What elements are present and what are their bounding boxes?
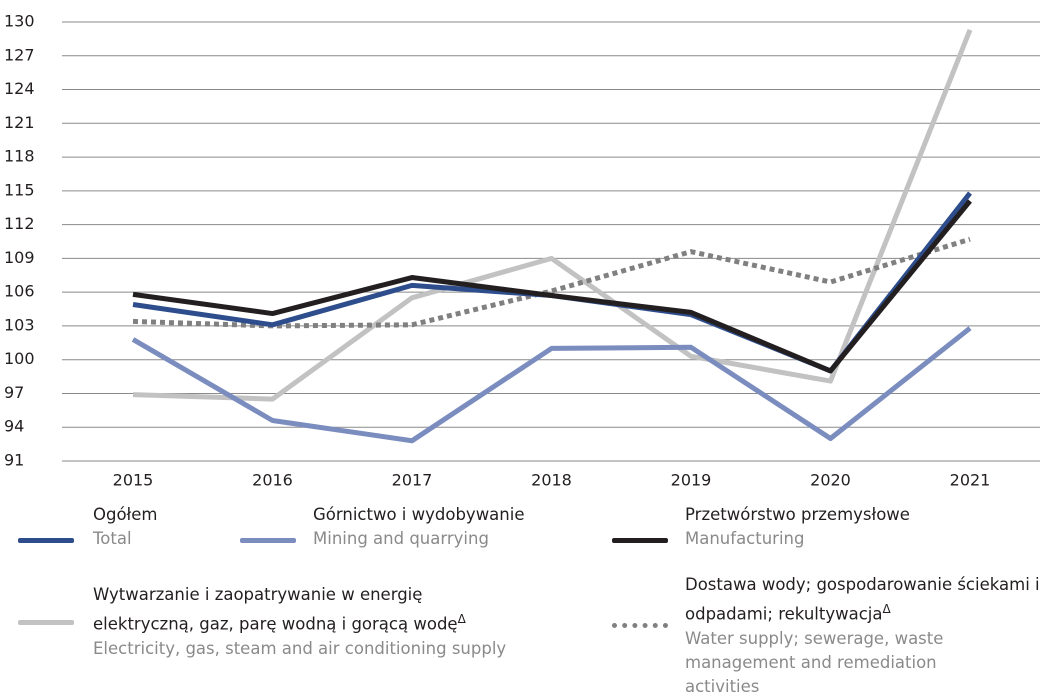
legend-name: Dostawa wody; gospodarowanie ściekami i … [685, 575, 1040, 624]
y-tick-label: 124 [4, 79, 35, 98]
legend-item: Górnictwo i wydobywanie Mining and quarry… [313, 503, 603, 551]
y-tick-label: 94 [4, 417, 24, 436]
legend-swatch [240, 537, 296, 543]
x-tick-label: 2020 [810, 471, 851, 490]
x-tick-label: 2019 [671, 471, 712, 490]
y-tick-label: 121 [4, 113, 35, 132]
legend-swatch [18, 537, 74, 543]
y-tick-label: 100 [4, 349, 35, 368]
legend-item: Dostawa wody; gospodarowanie ściekami i … [685, 573, 1058, 699]
y-tick-label: 91 [4, 451, 24, 470]
y-tick-label: 115 [4, 180, 35, 199]
y-tick-label: 97 [4, 383, 24, 402]
y-tick-label: 109 [4, 248, 35, 267]
x-tick-label: 2015 [113, 471, 154, 490]
x-tick-label: 2016 [252, 471, 293, 490]
x-tick-label: 2021 [950, 471, 991, 490]
legend-swatch [18, 619, 74, 625]
legend-label-en: Manufacturing [685, 529, 805, 548]
y-tick-label: 103 [4, 315, 35, 334]
footnote-mark: Δ [882, 602, 891, 616]
legend-item: Ogółem Total [93, 503, 243, 551]
legend-label-en: Total [93, 529, 132, 548]
y-tick-label: 106 [4, 282, 35, 301]
x-tick-label: 2017 [392, 471, 433, 490]
legend-label-en: Water supply; sewerage, waste management… [685, 628, 944, 696]
legend-label: Przetwórstwo przemysłowe [685, 503, 1015, 527]
legend-item: Przetwórstwo przemysłowe Manufacturing [685, 503, 1015, 551]
series-line [131, 326, 972, 444]
legend-label: Wytwarzanie i zaopatrywanie w energię el… [93, 583, 513, 637]
legend-label: Górnictwo i wydobywanie [313, 503, 603, 527]
chart: 91 94 97 100 103 106 109 112 115 118 121 124 127 130 2… [4, 12, 1040, 490]
legend-swatch [612, 537, 668, 543]
legend-label: Ogółem [93, 503, 243, 527]
legend-name: Wytwarzanie i zaopatrywanie w energię el… [93, 585, 458, 634]
y-tick-label: 130 [4, 12, 35, 31]
series-line [132, 28, 973, 402]
y-tick-label: 112 [4, 214, 35, 233]
legend-label-en: Electricity, gas, steam and air conditio… [93, 638, 507, 658]
legend-name: Górnictwo i wydobywanie [313, 505, 525, 524]
legend-name: Ogółem [93, 505, 158, 524]
y-tick-label: 118 [4, 147, 35, 166]
legend-name: Przetwórstwo przemysłowe [685, 505, 910, 524]
page: {"chart_data": {"type": "line", "categor… [4, 11, 1040, 696]
legend-item: Wytwarzanie i zaopatrywanie w energię el… [93, 583, 553, 661]
footnote-mark: Δ [457, 612, 466, 626]
legend-label: Dostawa wody; gospodarowanie ściekami i … [685, 573, 1058, 627]
y-tick-label: 127 [4, 45, 35, 64]
legend-label-en: Mining and quarrying [313, 529, 489, 548]
x-tick-label: 2018 [531, 471, 572, 490]
legend-swatch [612, 622, 668, 628]
series-line [132, 199, 972, 374]
